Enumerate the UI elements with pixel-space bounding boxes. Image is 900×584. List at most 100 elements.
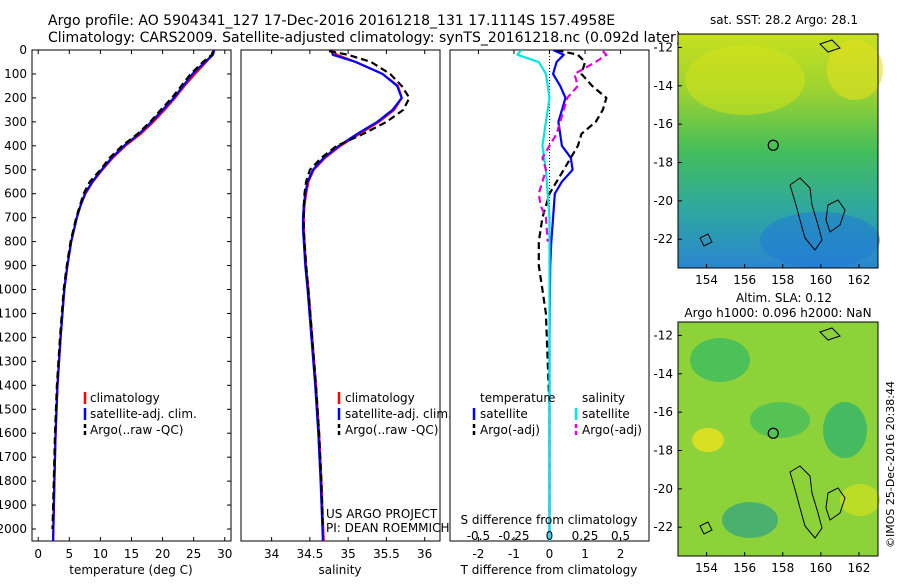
x-tick-label: 20: [155, 547, 170, 561]
depth-tick-label: 1900: [0, 498, 27, 512]
credit-project: US ARGO PROJECT: [326, 507, 438, 521]
top-tick-label: 0.25: [572, 529, 599, 543]
depth-tick-label: 1100: [0, 306, 27, 320]
salinity-legend: climatology satellite-adj. clim. Argo(..…: [337, 391, 452, 437]
lon-tick-label: 154: [695, 561, 718, 575]
lon-tick-label: 156: [733, 273, 756, 287]
lon-tick-label: 154: [695, 273, 718, 287]
sst-reef-outline: [789, 177, 823, 251]
temp-legend-climatology: climatology: [90, 391, 160, 405]
sla-map-title: Altim. SLA: 0.12: [736, 291, 832, 305]
difference-legend: temperature satellite Argo(-adj) salinit…: [472, 391, 642, 437]
temperature-plot-frame: [31, 49, 232, 542]
sla-low-patch: [690, 338, 750, 382]
sal-legend-argo: Argo(..raw -QC): [345, 423, 438, 437]
temp-legend-argo: Argo(..raw -QC): [90, 423, 183, 437]
sla-island-outline: [699, 521, 713, 535]
x-tick-label: 1: [581, 547, 589, 561]
lat-tick-label: -22: [653, 520, 673, 534]
depth-tick-label: 2000: [0, 522, 27, 536]
diff-legend-sal-argo: Argo(-adj): [582, 423, 642, 437]
temperature-x-axis: 0 5 10 15 20 25 30: [34, 50, 232, 561]
sst-map-title: sat. SST: 28.2 Argo: 28.1: [710, 13, 858, 27]
diff-legend-temp-satellite: satellite: [480, 407, 528, 421]
sla-low-patch-3: [750, 402, 810, 438]
sla-reef-outline: [789, 465, 823, 539]
salinity-x-label: salinity: [318, 563, 361, 577]
series-line-temperature-argo-adj-: [537, 50, 608, 529]
depth-tick-label: 1500: [0, 402, 27, 416]
temperature-x-label: temperature (deg C): [69, 563, 192, 577]
diff-legend-temperature-title: temperature: [480, 391, 555, 405]
sst-reef-outline-2: [825, 199, 846, 233]
diff-legend-sal-satellite: satellite: [582, 407, 630, 421]
x-tick-label: 30: [217, 547, 232, 561]
x-tick-label: 34.5: [297, 547, 324, 561]
lon-tick-label: 160: [809, 561, 832, 575]
sst-cool-patch: [760, 212, 880, 268]
depth-tick-label: 500: [4, 163, 27, 177]
x-tick-label: 25: [186, 547, 201, 561]
lat-tick-label: -16: [653, 117, 673, 131]
x-tick-label: 15: [124, 547, 139, 561]
depth-tick-label: 1200: [0, 330, 27, 344]
sst-warm-patch-east: [827, 40, 883, 100]
x-tick-label: -1: [508, 547, 520, 561]
depth-tick-label: 700: [4, 211, 27, 225]
sla-high-patch: [692, 428, 724, 452]
depth-tick-label: 1000: [0, 283, 27, 297]
series-line-argo-raw-qc-: [51, 50, 215, 530]
x-tick-label: 2: [617, 547, 625, 561]
depth-tick-label: 300: [4, 115, 27, 129]
depth-tick-label: 1800: [0, 474, 27, 488]
sst-map-panel: sat. SST: 28.2 Argo: 28.1 154 156 158 160 16…: [653, 13, 883, 287]
temperature-panel: 0100200300400500600700800900100011001200…: [0, 43, 649, 577]
top-tick-label: 0: [546, 529, 554, 543]
sla-island-outline-2: [819, 327, 841, 341]
difference-x-axis: -2 -1 0 1 2: [472, 50, 624, 561]
sla-low-patch-4: [722, 502, 778, 538]
salinity-difference-axis: -0.5 -0.25 0 0.25 0.5: [467, 529, 630, 543]
salinity-plot-frame: [240, 49, 441, 542]
x-tick-label: -2: [472, 547, 484, 561]
difference-x-label: T difference from climatology: [460, 563, 638, 577]
depth-tick-label: 900: [4, 259, 27, 273]
lon-tick-label: 160: [809, 273, 832, 287]
lon-tick-label: 158: [771, 561, 794, 575]
sst-island-outline-2: [819, 39, 841, 53]
diff-legend-temp-argo: Argo(-adj): [480, 423, 540, 437]
difference-panel: -2 -1 0 1 2 T difference from climatology S …: [449, 49, 650, 577]
sal-legend-climatology: climatology: [345, 391, 415, 405]
series-line-argo-raw-qc-: [302, 50, 411, 530]
x-tick-label: 36: [417, 547, 432, 561]
lon-tick-label: 158: [771, 273, 794, 287]
lon-tick-label: 162: [847, 561, 870, 575]
sla-map-panel: Altim. SLA: 0.12 Argo h1000: 0.096 h2000…: [653, 291, 880, 575]
depth-tick-label: 0: [19, 43, 27, 57]
lon-tick-label: 162: [847, 273, 870, 287]
series-line-salinity-argo-adj-: [537, 50, 608, 242]
difference-series: [516, 50, 608, 541]
depth-tick-label: 100: [4, 67, 27, 81]
top-tick-label: -0.25: [498, 529, 529, 543]
x-tick-label: 0: [34, 547, 42, 561]
argo-location-marker: [767, 139, 779, 151]
sla-reef-outline-2: [825, 487, 846, 521]
lat-tick-label: -20: [653, 482, 673, 496]
lat-tick-label: -20: [653, 194, 673, 208]
header-line-2: Climatology: CARS2009. Satellite-adjuste…: [48, 30, 681, 46]
depth-tick-label: 1600: [0, 426, 27, 440]
temperature-series: [51, 50, 216, 541]
argo-location-marker-sla: [767, 427, 779, 439]
top-tick-label: -0.5: [467, 529, 490, 543]
lat-tick-label: -14: [653, 79, 673, 93]
lat-tick-label: -12: [653, 328, 673, 342]
sla-lon-axis: 154 156 158 160 162: [695, 552, 870, 575]
credit-pi: PI: DEAN ROEMMICH: [326, 521, 449, 535]
lon-tick-label: 156: [733, 561, 756, 575]
lat-tick-label: -18: [653, 156, 673, 170]
temp-legend-satellite: satellite-adj. clim.: [90, 407, 197, 421]
x-tick-label: 0: [546, 547, 554, 561]
lat-tick-label: -14: [653, 367, 673, 381]
